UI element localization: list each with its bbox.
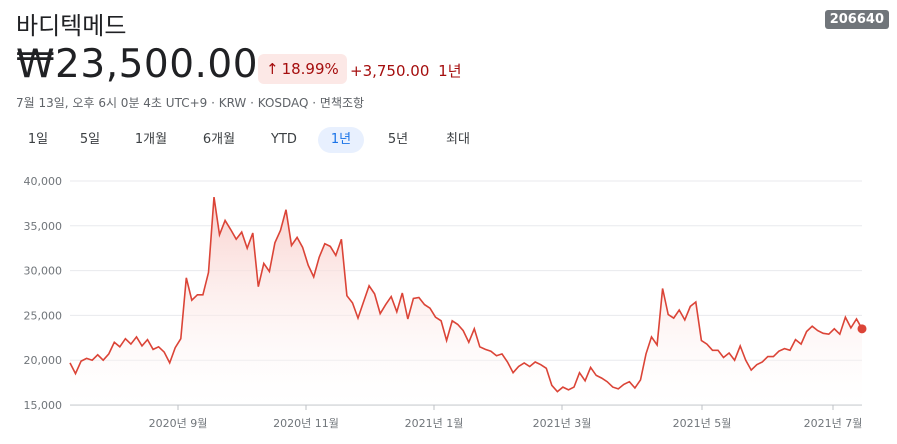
- change-percent-badge: ↑ 18.99%: [258, 54, 347, 84]
- change-amount: +3,750.00: [350, 62, 430, 80]
- y-axis-label: 30,000: [24, 265, 63, 278]
- y-axis-label: 35,000: [24, 220, 63, 233]
- range-tab-1d[interactable]: 1일: [27, 132, 49, 147]
- last-price-dot: [857, 324, 867, 334]
- range-tab-5d[interactable]: 5일: [79, 132, 101, 147]
- range-tab-ytd[interactable]: YTD: [271, 132, 297, 147]
- ticker-badge: 206640: [824, 10, 889, 29]
- price-area-fill: [70, 197, 862, 405]
- change-summary: +3,750.00 1년: [350, 60, 462, 81]
- x-axis-label: 2021년 7월: [804, 417, 863, 430]
- x-axis-label: 2021년 3월: [533, 417, 592, 430]
- x-axis-label: 2020년 11월: [273, 417, 339, 430]
- y-axis-label: 15,000: [24, 399, 63, 412]
- range-tab-5y[interactable]: 5년: [387, 132, 409, 147]
- range-tab-max[interactable]: 최대: [446, 132, 470, 147]
- price-line: [69, 196, 863, 393]
- range-tab-1m[interactable]: 1개월: [134, 132, 168, 147]
- stock-name: 바디텍메드: [16, 12, 127, 40]
- range-tab-6m[interactable]: 6개월: [202, 132, 236, 147]
- x-axis-label: 2020년 9월: [149, 417, 208, 430]
- change-percent: 18.99%: [281, 60, 339, 78]
- change-period: 1년: [438, 62, 462, 80]
- quote-meta: 7월 13일, 오후 6시 0분 4초 UTC+9 · KRW · KOSDAQ…: [16, 96, 365, 110]
- x-axis-label: 2021년 1월: [405, 417, 464, 430]
- price-chart[interactable]: 40,000 35,000 30,000 25,000 20,000 15,000 202…: [0, 160, 897, 444]
- range-tabs: 1일 5일 1개월 6개월 YTD 1년 5년 최대: [14, 127, 488, 153]
- y-axis-label: 20,000: [24, 354, 63, 367]
- range-tab-1y[interactable]: 1년: [318, 127, 364, 153]
- x-axis-label: 2021년 5월: [673, 417, 732, 430]
- arrow-up-icon: ↑: [266, 60, 279, 78]
- current-price: ₩23,500.00: [16, 42, 259, 87]
- y-axis-label: 40,000: [24, 175, 63, 188]
- y-axis-label: 25,000: [24, 309, 63, 322]
